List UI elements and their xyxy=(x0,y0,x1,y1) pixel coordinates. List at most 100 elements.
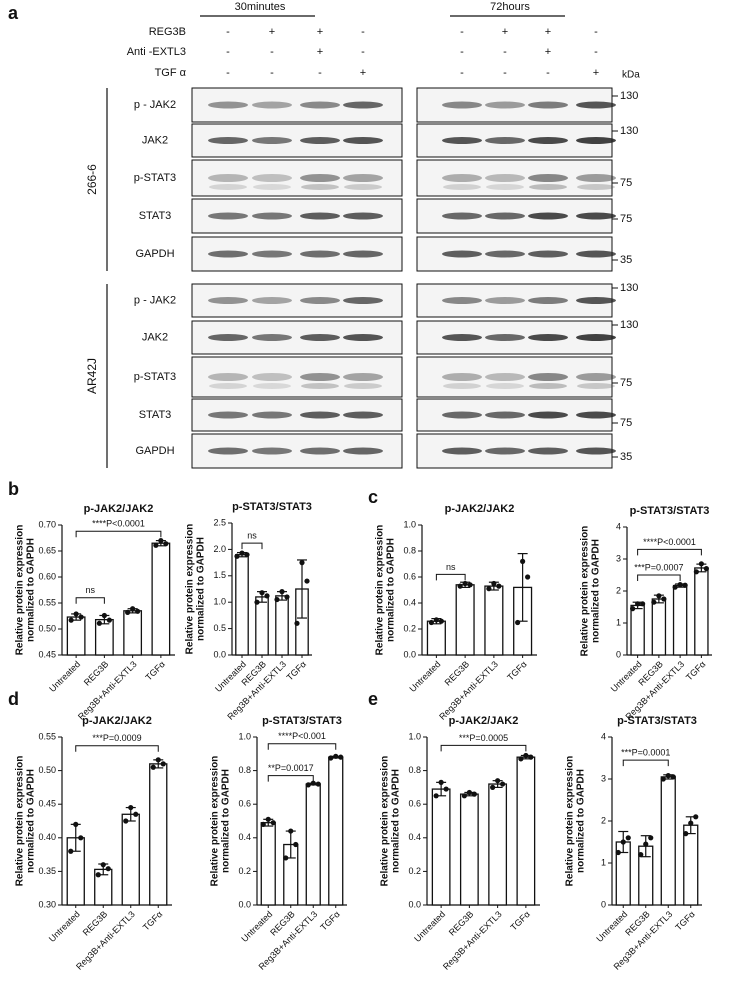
blot-band xyxy=(576,373,616,381)
data-point xyxy=(457,583,463,589)
blot-band xyxy=(442,101,482,109)
blot-band xyxy=(442,447,482,455)
blot-band xyxy=(442,250,482,258)
y-tick-label: 0.4 xyxy=(403,597,416,607)
chart-title: p-STAT3/STAT3 xyxy=(630,505,710,517)
significance-bracket xyxy=(637,574,681,581)
blot-band xyxy=(485,297,525,304)
data-point xyxy=(338,754,344,760)
blot-band xyxy=(485,174,525,182)
blot-band xyxy=(252,447,292,455)
blot-band xyxy=(576,174,616,182)
blot-band xyxy=(344,383,382,389)
y-tick-label: 0.35 xyxy=(38,866,56,876)
blot-band xyxy=(576,447,616,455)
data-point xyxy=(693,814,699,820)
blot-band xyxy=(529,383,567,389)
y-tick-label: 1.0 xyxy=(213,597,226,607)
data-point xyxy=(333,753,339,759)
data-point xyxy=(665,773,671,779)
chart-title: p-JAK2/JAK2 xyxy=(84,503,154,515)
data-point xyxy=(683,831,689,837)
data-point xyxy=(672,584,678,590)
blot-band xyxy=(443,184,481,190)
y-tick-label: 2 xyxy=(601,815,606,825)
data-point xyxy=(677,582,683,588)
y-tick-label: 4 xyxy=(601,731,606,741)
data-point xyxy=(703,566,709,572)
data-point xyxy=(525,574,531,580)
panel-label: a xyxy=(8,3,19,23)
data-point xyxy=(661,596,667,602)
panel-label: b xyxy=(8,479,19,499)
bar xyxy=(488,783,508,906)
blot-band xyxy=(300,447,340,455)
blot-band xyxy=(301,184,339,190)
y-tick-label: 0.2 xyxy=(403,623,416,633)
treatment-sign: - xyxy=(460,46,464,58)
data-point xyxy=(279,589,285,595)
blot-band xyxy=(343,250,383,258)
y-tick-label: 3 xyxy=(616,553,621,563)
significance-label: ****P<0.0001 xyxy=(643,537,696,547)
significance-label: ****P<0.0001 xyxy=(92,519,145,529)
blot-band xyxy=(209,184,247,190)
blot-band xyxy=(343,334,383,341)
bar xyxy=(305,783,321,906)
data-point xyxy=(520,558,526,565)
blot-band xyxy=(252,411,292,419)
blot-band xyxy=(528,447,568,455)
x-tick-label: TGFα xyxy=(508,909,531,932)
y-axis-label: Relative protein expression xyxy=(210,756,221,887)
data-point xyxy=(495,778,501,784)
data-point xyxy=(100,862,106,868)
bar xyxy=(484,585,504,656)
data-point xyxy=(135,608,141,614)
treatment-sign: - xyxy=(594,26,598,38)
blot-row-label: JAK2 xyxy=(142,331,168,343)
data-point xyxy=(294,620,300,626)
y-tick-label: 0 xyxy=(601,899,606,909)
data-point xyxy=(428,619,434,626)
significance-label: ***P=0.0005 xyxy=(459,733,508,743)
blot-band xyxy=(300,250,340,258)
data-point xyxy=(305,782,311,788)
significance-bracket xyxy=(267,775,314,782)
blot-band xyxy=(442,297,482,304)
significance-label: ***P=0.0007 xyxy=(634,562,683,572)
bar xyxy=(260,822,276,906)
treatment-sign: + xyxy=(545,26,551,38)
significance-bracket xyxy=(435,573,466,581)
treatment-sign: - xyxy=(318,67,322,79)
data-point xyxy=(259,590,265,596)
blot-band xyxy=(343,373,383,381)
data-point xyxy=(310,780,316,786)
blot-row-label: p-STAT3 xyxy=(134,172,176,184)
y-axis-label: Relative protein expression xyxy=(580,526,591,657)
blot-band xyxy=(208,212,248,220)
blot-band xyxy=(485,137,525,144)
significance-label: ***P=0.0001 xyxy=(621,747,670,757)
y-tick-label: 2 xyxy=(616,585,621,595)
treatment-sign: - xyxy=(226,67,230,79)
data-point xyxy=(688,820,694,826)
y-tick-label: 0.45 xyxy=(38,799,56,809)
y-tick-label: 1.0 xyxy=(403,519,416,529)
y-tick-label: 0.6 xyxy=(403,571,416,581)
treatment-sign: + xyxy=(593,67,599,79)
data-point xyxy=(304,578,310,584)
data-point xyxy=(660,776,666,782)
y-tick-label: 2.0 xyxy=(213,544,226,554)
panel-label: c xyxy=(368,487,378,507)
y-tick-label: 2.5 xyxy=(213,517,226,527)
bar xyxy=(459,793,479,906)
chart-title: p-STAT3/STAT3 xyxy=(232,501,312,513)
data-point xyxy=(153,542,159,548)
data-point xyxy=(264,593,270,599)
data-point xyxy=(125,609,131,615)
data-point xyxy=(466,789,472,796)
kda-value: 75 xyxy=(620,177,632,189)
blot-band xyxy=(577,383,615,389)
treatment-sign: - xyxy=(361,46,365,58)
kda-value: 130 xyxy=(620,282,638,294)
